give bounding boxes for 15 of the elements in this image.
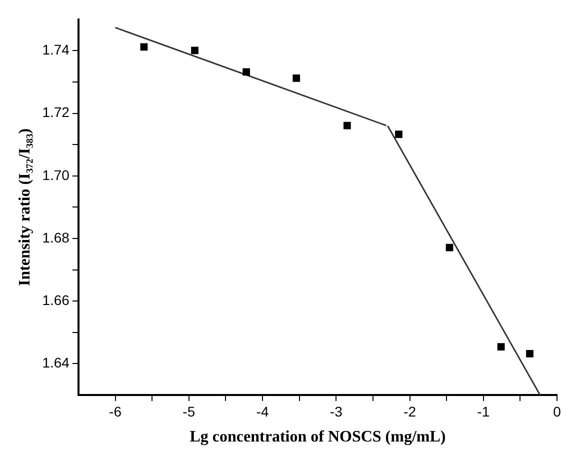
x-axis-title: Lg concentration of NOSCS (mg/mL) [190,428,446,446]
x-tick-label: -6 [109,403,122,420]
x-tick-label: -3 [330,403,343,420]
x-tick-label: 0 [553,403,562,420]
x-tick-label: -4 [256,403,269,420]
y-tick-label: 1.68 [42,229,70,246]
y-axis-title: Intensity ratio (I₃₇₂/I₃₈₃) [16,128,34,286]
y-tick-label: 1.70 [42,166,70,183]
y-tick-label: 1.64 [42,354,70,371]
x-tick-label: -2 [404,403,416,420]
y-tick-label: 1.72 [42,104,70,120]
x-tick-label: -1 [477,403,490,420]
y-tick-label: 1.66 [42,292,70,308]
y-tick-label: 1.74 [42,42,70,58]
x-tick-label: -5 [182,403,196,420]
